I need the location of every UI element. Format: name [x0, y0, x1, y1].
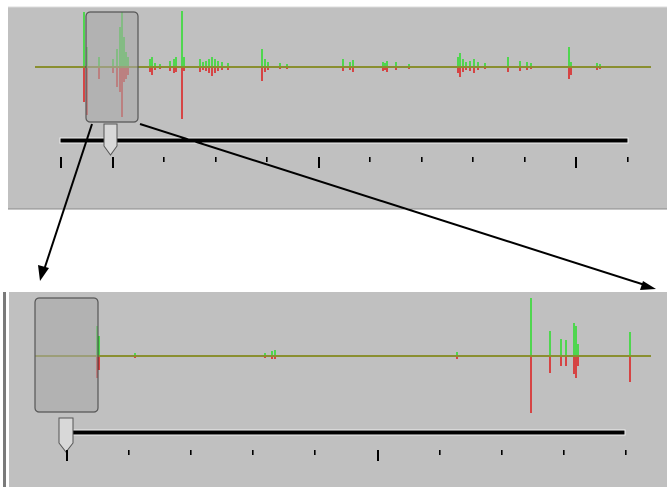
- arrow-down-left-head: [38, 265, 49, 281]
- overview-slider-ticks: [60, 157, 629, 168]
- overview-slider[interactable]: [59, 123, 629, 168]
- zoomed-slider-tick: [377, 450, 379, 461]
- overview-slider-tick: [60, 157, 62, 168]
- zoomed-panel-bg: [9, 292, 667, 487]
- zoom-arrows: [38, 123, 656, 290]
- overview-panel: [8, 6, 667, 210]
- zoomed-slider-tick: [439, 450, 441, 455]
- zoomed-panel-left-border: [3, 292, 6, 487]
- overview-slider-tick: [575, 157, 577, 168]
- zoomed-slider-rail[interactable]: [72, 429, 626, 436]
- overview-slider-tick: [215, 157, 217, 162]
- overview-slider-tick: [421, 157, 423, 162]
- zoomed-slider-tick: [128, 450, 130, 455]
- overview-slider-tick: [266, 157, 268, 162]
- zoomed-slider-tick: [252, 450, 254, 455]
- overview-viewport-selector[interactable]: [85, 11, 139, 123]
- slider-thumb-icon[interactable]: [103, 123, 118, 156]
- arrow-down-left-icon: [43, 123, 93, 271]
- zoomed-slider-tick: [625, 450, 627, 455]
- zoomed-slider-tick: [314, 450, 316, 455]
- overview-slider-tick: [472, 157, 474, 162]
- zoomed-slider-tick: [190, 450, 192, 455]
- overview-slider-tick: [318, 157, 320, 168]
- overview-slider-tick: [163, 157, 165, 162]
- zoomed-slider-tick: [66, 450, 68, 461]
- arrow-down-right-head: [640, 281, 656, 290]
- arrow-down-right-icon: [139, 123, 649, 287]
- slider-thumb-icon[interactable]: [58, 417, 74, 453]
- overview-slider-tick: [369, 157, 371, 162]
- zoomed-panel: [3, 292, 667, 487]
- zoomed-slider-tick: [501, 450, 503, 455]
- overview-slider-tick: [524, 157, 526, 162]
- zoomed-slider-tick: [563, 450, 565, 455]
- zoomed-viewport-selector[interactable]: [34, 297, 99, 413]
- overview-slider-rail[interactable]: [59, 137, 629, 144]
- zoomed-slider-ticks: [66, 450, 627, 461]
- zoomed-slider[interactable]: [58, 417, 627, 461]
- zoomed-waveform-spikes: [96, 298, 631, 413]
- overview-slider-tick: [112, 157, 114, 168]
- overview-slider-tick: [627, 157, 629, 162]
